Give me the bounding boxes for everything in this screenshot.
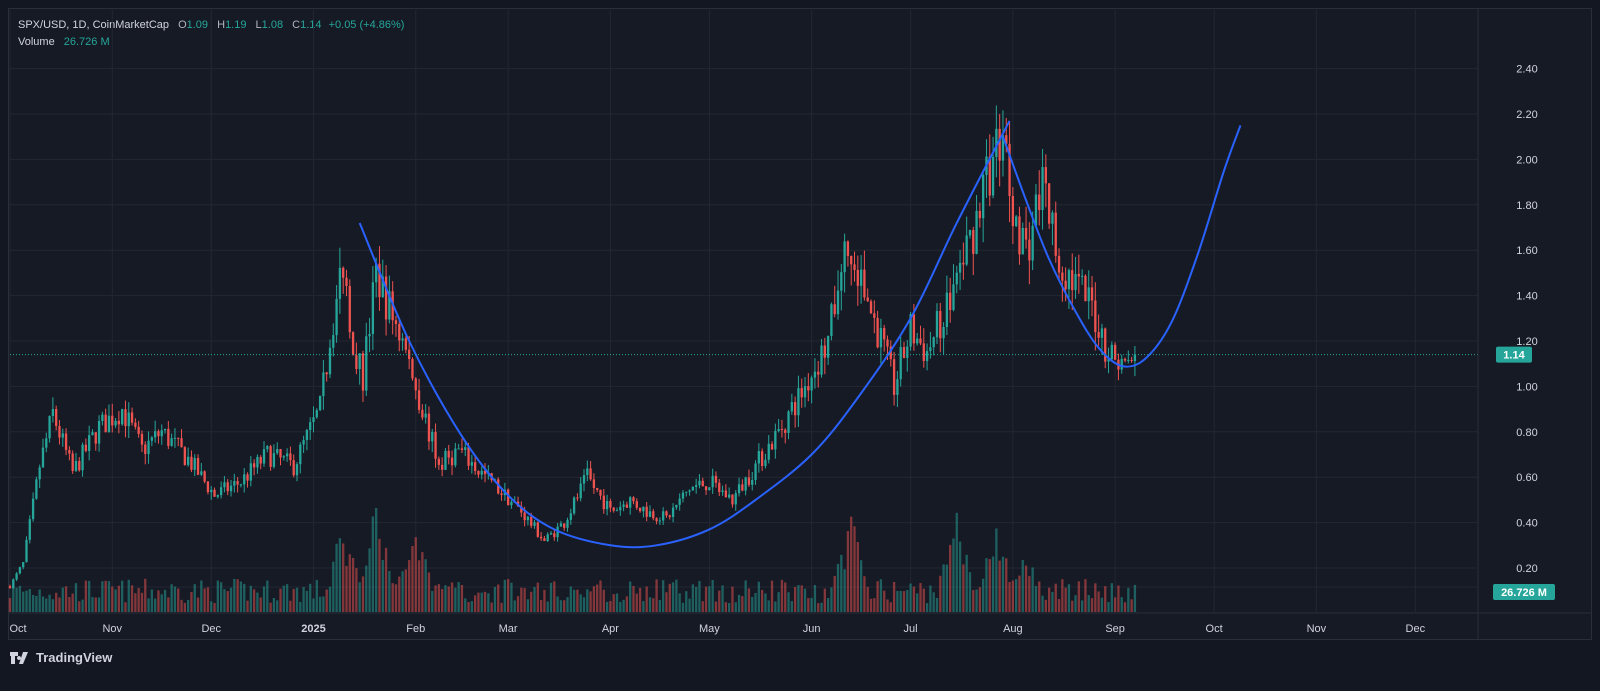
tradingview-logo-icon [10,651,28,664]
low-label: L [255,19,262,31]
chart-legend: SPX/USD, 1D, CoinMarketCap O1.09 H1.19 L… [18,17,404,51]
close-value: 1.14 [300,19,322,31]
brand-label: TradingView [36,650,113,665]
open-value: 1.09 [186,19,209,31]
open-label: O [178,19,187,31]
symbol-label[interactable]: SPX/USD, 1D, CoinMarketCap [18,19,169,31]
change-value: +0.05 (+4.86%) [328,19,405,31]
close-label: C [292,19,301,31]
volume-label[interactable]: Volume [18,36,55,48]
tradingview-brand[interactable]: TradingView [10,650,112,665]
high-value: 1.19 [225,19,247,31]
high-label: H [217,19,226,31]
low-value: 1.08 [261,19,284,31]
volume-value: 26.726 M [63,36,110,48]
chart-frame[interactable] [8,8,1592,640]
